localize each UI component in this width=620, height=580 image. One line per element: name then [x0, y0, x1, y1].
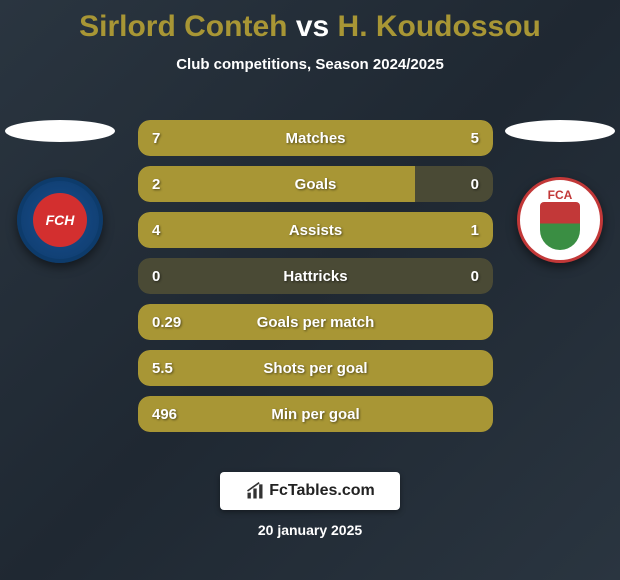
footer-date: 20 january 2025 [258, 522, 362, 538]
stat-label: Shots per goal [263, 360, 367, 377]
stat-value-left: 0.29 [152, 314, 181, 331]
stat-row: 0.29 Goals per match [138, 304, 493, 340]
stat-value-left: 496 [152, 406, 177, 423]
player2-name: H. Koudossou [338, 10, 541, 43]
stat-bar-right [422, 212, 493, 248]
club-right-container: FCA [505, 120, 615, 263]
stat-label: Goals per match [257, 314, 375, 331]
stat-value-right: 5 [471, 130, 479, 147]
brand-text: FcTables.com [269, 482, 375, 500]
stat-row: 4 Assists 1 [138, 212, 493, 248]
stat-value-left: 7 [152, 130, 160, 147]
player-shadow-left [5, 120, 115, 142]
stat-value-left: 0 [152, 268, 160, 285]
stat-value-left: 5.5 [152, 360, 173, 377]
club-badge-right-shield [540, 202, 580, 250]
stats-container: 7 Matches 5 2 Goals 0 4 Assists 1 0 Hattricks 0 0.29… [138, 120, 493, 442]
club-badge-right: FCA [517, 177, 603, 263]
club-badge-left-text: FCH [33, 193, 87, 247]
stat-row: 0 Hattricks 0 [138, 258, 493, 294]
player1-name: Sirlord Conteh [79, 10, 287, 43]
stat-bar-left [138, 212, 422, 248]
club-left-container: FCH [5, 120, 115, 263]
stat-value-right: 1 [471, 222, 479, 239]
stat-label: Min per goal [271, 406, 359, 423]
club-badge-right-text: FCA [548, 188, 573, 202]
club-badge-left: FCH [17, 177, 103, 263]
page-title: Sirlord Conteh vs H. Koudossou [0, 0, 620, 44]
stat-label: Hattricks [283, 268, 347, 285]
stat-value-left: 2 [152, 176, 160, 193]
stat-label: Goals [295, 176, 337, 193]
chart-icon [245, 481, 265, 501]
vs-text: vs [296, 10, 329, 43]
brand-logo[interactable]: FcTables.com [220, 472, 400, 510]
stat-bar-left [138, 166, 415, 202]
stat-row: 496 Min per goal [138, 396, 493, 432]
stat-value-left: 4 [152, 222, 160, 239]
stat-label: Assists [289, 222, 342, 239]
stat-value-right: 0 [471, 176, 479, 193]
player-shadow-right [505, 120, 615, 142]
stat-value-right: 0 [471, 268, 479, 285]
stat-row: 5.5 Shots per goal [138, 350, 493, 386]
stat-label: Matches [285, 130, 345, 147]
stat-row: 7 Matches 5 [138, 120, 493, 156]
stat-row: 2 Goals 0 [138, 166, 493, 202]
subtitle: Club competitions, Season 2024/2025 [0, 56, 620, 73]
